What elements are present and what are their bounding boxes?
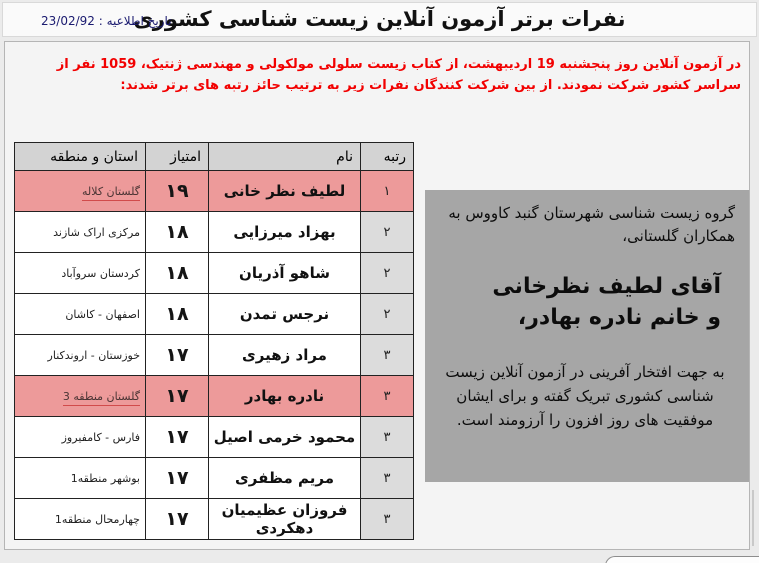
province-cell: گلستان منطقه 3 bbox=[14, 375, 146, 417]
rank-cell: ۱ bbox=[360, 170, 414, 212]
column-header-score: امتیاز bbox=[145, 142, 209, 171]
name-cell: مراد زهیری bbox=[208, 334, 361, 376]
table-row: ۳ فروزان عظیمیان دهکردی ۱۷ چهارمحال منطق… bbox=[14, 498, 414, 540]
province-text: گلستان کلاله bbox=[82, 184, 140, 201]
score-cell: ۱۸ bbox=[145, 211, 209, 253]
notice-date: تاریخ اطلاعیه : 23/02/92 bbox=[41, 14, 172, 28]
table-row: ۱ لطیف نظر خانی ۱۹ گلستان کلاله bbox=[14, 170, 414, 212]
congrats-body: به جهت افتخار آفرینی در آزمون آنلاین زیس… bbox=[445, 363, 725, 430]
table-row: ۳ نادره بهادر ۱۷ گلستان منطقه 3 bbox=[14, 375, 414, 417]
results-table-body: ۱ لطیف نظر خانی ۱۹ گلستان کلاله ۲ بهزاد … bbox=[14, 170, 414, 540]
table-header-row: رتبه نام امتیاز استان و منطقه bbox=[14, 142, 414, 171]
name-cell: بهزاد میرزایی bbox=[208, 211, 361, 253]
province-text: بوشهر منطقه1 bbox=[70, 471, 140, 485]
province-cell: فارس - کامفیروز bbox=[14, 416, 146, 458]
province-cell: خوزستان - اروندکنار bbox=[14, 334, 146, 376]
rank-cell: ۳ bbox=[360, 498, 414, 540]
rank-cell: ۲ bbox=[360, 211, 414, 253]
score-cell: ۱۸ bbox=[145, 252, 209, 294]
results-table-wrap: رتبه نام امتیاز استان و منطقه ۱ لطیف نظر… bbox=[14, 142, 414, 540]
results-table: رتبه نام امتیاز استان و منطقه ۱ لطیف نظر… bbox=[14, 142, 414, 540]
score-cell: ۱۷ bbox=[145, 334, 209, 376]
province-text: اصفهان - کاشان bbox=[65, 307, 140, 321]
score-cell: ۱۸ bbox=[145, 293, 209, 335]
bottom-panel-edge bbox=[605, 556, 759, 563]
name-cell: لطیف نظر خانی bbox=[208, 170, 361, 212]
table-row: ۲ شاهو آذریان ۱۸ کردستان سروآباد bbox=[14, 252, 414, 294]
province-text: گلستان منطقه 3 bbox=[62, 389, 140, 406]
score-cell: ۱۷ bbox=[145, 457, 209, 499]
score-cell: ۱۷ bbox=[145, 416, 209, 458]
table-row: ۳ محمود خرمی اصیل ۱۷ فارس - کامفیروز bbox=[14, 416, 414, 458]
announcement-text: در آزمون آنلاین روز پنجشنبه 19 اردیبهشت،… bbox=[56, 57, 741, 94]
province-text: خوزستان - اروندکنار bbox=[47, 348, 140, 362]
rank-cell: ۳ bbox=[360, 334, 414, 376]
results-table-head: رتبه نام امتیاز استان و منطقه bbox=[14, 142, 414, 171]
province-cell: چهارمحال منطقه1 bbox=[14, 498, 146, 540]
name-cell: مریم مظفری bbox=[208, 457, 361, 499]
rank-cell: ۳ bbox=[360, 457, 414, 499]
province-cell: گلستان کلاله bbox=[14, 170, 146, 212]
rank-cell: ۲ bbox=[360, 252, 414, 294]
province-text: مرکزی اراک شازند bbox=[53, 225, 140, 239]
column-header-name: نام bbox=[208, 142, 361, 171]
rank-cell: ۳ bbox=[360, 416, 414, 458]
right-edge-strip bbox=[752, 490, 754, 546]
name-cell: نرجس تمدن bbox=[208, 293, 361, 335]
rank-cell: ۳ bbox=[360, 375, 414, 417]
table-row: ۲ بهزاد میرزایی ۱۸ مرکزی اراک شازند bbox=[14, 211, 414, 253]
score-cell: ۱۷ bbox=[145, 498, 209, 540]
score-cell: ۱۷ bbox=[145, 375, 209, 417]
name-cell: محمود خرمی اصیل bbox=[208, 416, 361, 458]
province-cell: اصفهان - کاشان bbox=[14, 293, 146, 335]
column-header-province: استان و منطقه bbox=[14, 142, 146, 171]
table-row: ۲ نرجس تمدن ۱۸ اصفهان - کاشان bbox=[14, 293, 414, 335]
congrats-box: گروه زیست شناسی شهرستان گنبد کاووس به هم… bbox=[425, 190, 749, 482]
congrats-name-1: آقای لطیف نظرخانی bbox=[492, 273, 722, 299]
table-row: ۳ مراد زهیری ۱۷ خوزستان - اروندکنار bbox=[14, 334, 414, 376]
province-text: چهارمحال منطقه1 bbox=[54, 512, 140, 526]
province-cell: بوشهر منطقه1 bbox=[14, 457, 146, 499]
congrats-intro: گروه زیست شناسی شهرستان گنبد کاووس به هم… bbox=[448, 204, 735, 246]
congrats-name-2: و خانم نادره بهادر، bbox=[517, 305, 722, 331]
notice-date-value: 23/02/92 bbox=[41, 14, 95, 28]
name-cell: شاهو آذریان bbox=[208, 252, 361, 294]
name-cell: نادره بهادر bbox=[208, 375, 361, 417]
province-text: فارس - کامفیروز bbox=[61, 430, 140, 444]
rank-cell: ۲ bbox=[360, 293, 414, 335]
score-cell: ۱۹ bbox=[145, 170, 209, 212]
province-cell: کردستان سروآباد bbox=[14, 252, 146, 294]
page-title: نفرات برتر آزمون آنلاین زیست شناسی کشوری bbox=[133, 7, 626, 31]
notice-date-label: تاریخ اطلاعیه : bbox=[98, 14, 172, 28]
table-row: ۳ مریم مظفری ۱۷ بوشهر منطقه1 bbox=[14, 457, 414, 499]
name-cell: فروزان عظیمیان دهکردی bbox=[208, 498, 361, 540]
header-bar: نفرات برتر آزمون آنلاین زیست شناسی کشوری… bbox=[2, 2, 757, 37]
main-content-box: در آزمون آنلاین روز پنجشنبه 19 اردیبهشت،… bbox=[4, 41, 750, 550]
congrats-names: آقای لطیف نظرخانی و خانم نادره بهادر، bbox=[435, 271, 735, 335]
column-header-rank: رتبه bbox=[360, 142, 414, 171]
province-cell: مرکزی اراک شازند bbox=[14, 211, 146, 253]
province-text: کردستان سروآباد bbox=[61, 266, 140, 280]
